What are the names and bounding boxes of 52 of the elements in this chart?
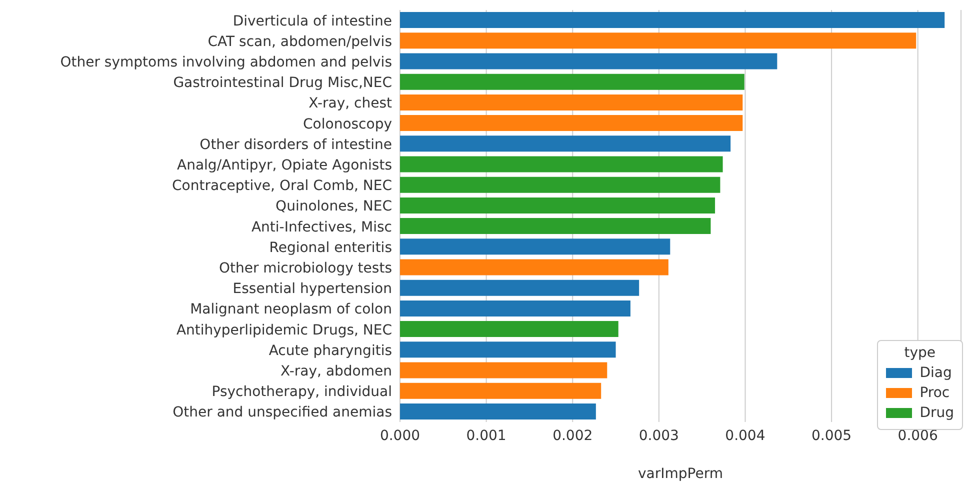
bar	[400, 136, 731, 152]
bar	[400, 156, 723, 172]
bar	[400, 238, 670, 255]
bar	[400, 53, 778, 70]
bar	[400, 115, 743, 132]
y-tick-label: X-ray, abdomen	[280, 363, 392, 380]
y-tick-label: CAT scan, abdomen/pelvis	[208, 34, 392, 50]
bar	[400, 382, 602, 399]
y-tick-label: Diverticula of intestine	[232, 13, 392, 30]
x-tick-label: 0.000	[380, 428, 420, 444]
bar	[400, 403, 596, 420]
y-tick-label: Colonoscopy	[303, 116, 392, 132]
y-tick-label: Quinolones, NEC	[276, 198, 392, 215]
y-tick-label: Antihyperlipidemic Drugs, NEC	[176, 322, 392, 338]
bar	[400, 362, 608, 378]
x-tick-label: 0.004	[725, 428, 766, 444]
y-tick-label: Regional enteritis	[269, 240, 392, 256]
x-tick-label: 0.005	[811, 428, 852, 444]
bar	[400, 218, 711, 234]
bar	[400, 176, 720, 193]
y-tick-label: X-ray, chest	[308, 96, 393, 112]
bar	[400, 32, 916, 49]
y-tick-label: Other and unspecified anemias	[172, 404, 392, 421]
y-tick-label: Other disorders of intestine	[200, 136, 392, 153]
y-tick-label: Other symptoms involving abdomen and pelvis	[60, 54, 392, 70]
bar	[400, 12, 945, 28]
y-tick-label: Essential hypertension	[232, 281, 392, 298]
x-tick-label: 0.003	[638, 428, 679, 444]
y-tick-label: Anti-Infectives, Misc	[251, 219, 392, 236]
y-tick-label: Contraceptive, Oral Comb, NEC	[172, 178, 392, 194]
legend-label: Diag	[920, 365, 952, 381]
bar	[400, 74, 744, 90]
bar	[400, 94, 743, 110]
bar	[400, 197, 716, 214]
y-tick-label: Psychotherapy, individual	[212, 384, 392, 400]
y-tick-label: Gastrointestinal Drug Misc,NEC	[173, 75, 392, 92]
legend-label: Drug	[920, 405, 954, 421]
x-tick-label: 0.002	[552, 428, 593, 444]
x-axis-title: varImpPerm	[638, 466, 723, 482]
y-tick-label: Analg/Antipyr, Opiate Agonists	[177, 157, 392, 174]
y-tick-label: Malignant neoplasm of colon	[190, 302, 392, 318]
bar	[400, 321, 618, 338]
x-tick-label: 0.001	[466, 428, 506, 444]
bar	[400, 259, 668, 276]
legend-label: Proc	[920, 385, 950, 401]
bar	[400, 280, 640, 296]
x-tick-label: 0.006	[898, 428, 938, 444]
y-tick-label: Other microbiology tests	[218, 260, 392, 276]
bar	[400, 300, 630, 316]
y-tick-label: Acute pharyngitis	[268, 342, 392, 359]
bar	[400, 342, 616, 358]
legend-title: type	[903, 345, 936, 361]
